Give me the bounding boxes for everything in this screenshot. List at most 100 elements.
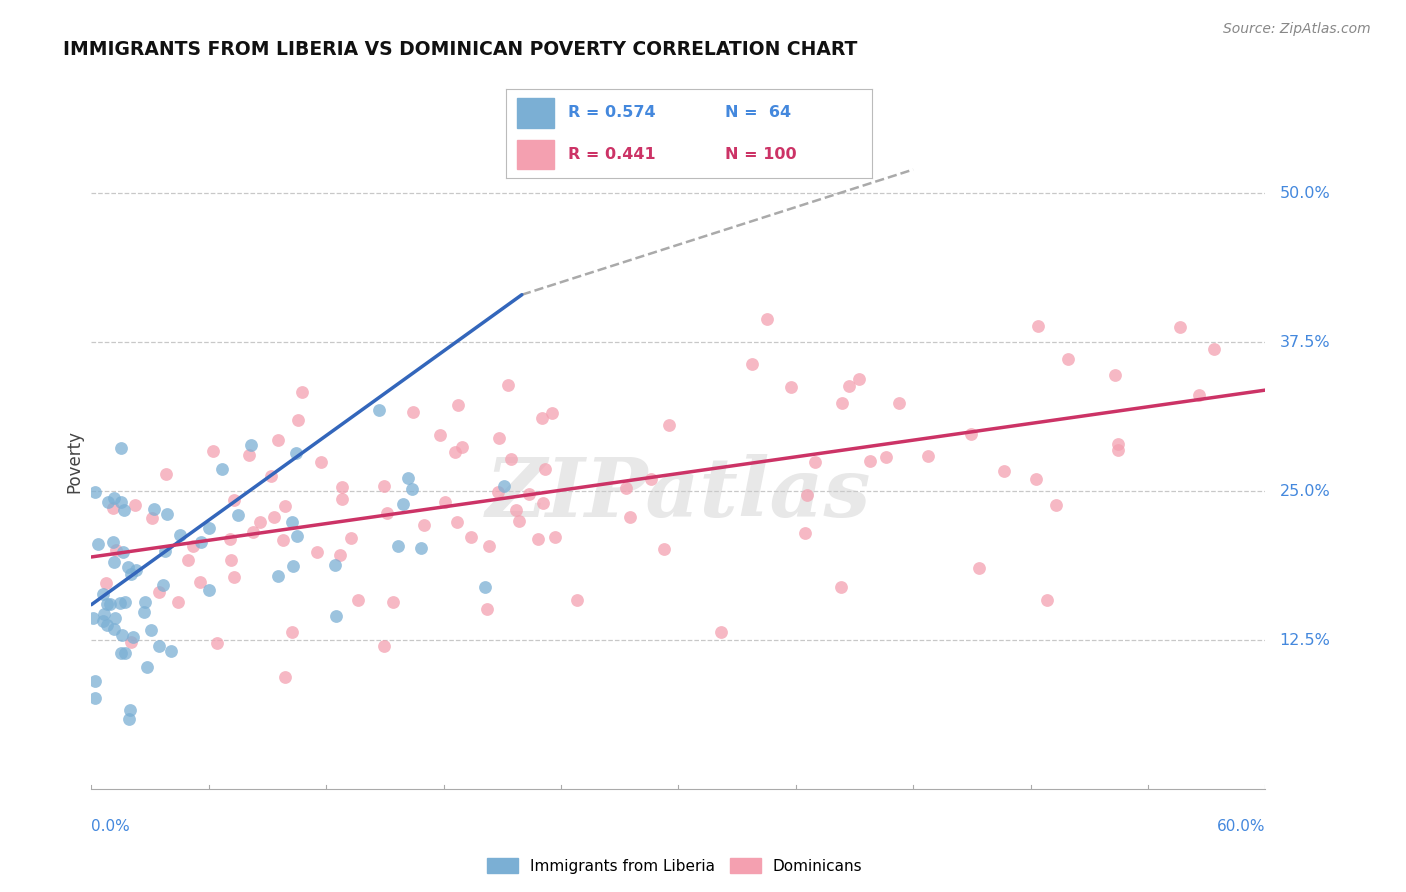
Point: [84, 485, 107, 500]
Point: [104, 610, 127, 624]
Text: 25.0%: 25.0%: [1279, 484, 1330, 499]
Point: [91, 614, 114, 628]
Point: [387, 539, 409, 553]
Point: [446, 515, 468, 529]
Point: [160, 644, 183, 658]
Point: [565, 592, 588, 607]
Point: [848, 372, 870, 386]
Point: [260, 468, 283, 483]
Point: [804, 455, 827, 469]
Text: 60.0%: 60.0%: [1218, 819, 1265, 834]
Point: [240, 437, 263, 451]
Point: [148, 639, 170, 653]
Point: [273, 499, 295, 513]
Point: [103, 555, 125, 569]
Point: [287, 529, 309, 543]
Point: [640, 471, 662, 485]
Point: [114, 594, 136, 608]
Point: [122, 630, 145, 644]
Point: [273, 670, 295, 684]
Point: [508, 514, 530, 528]
Point: [84, 690, 107, 705]
Point: [108, 596, 131, 610]
Point: [114, 646, 136, 660]
Point: [120, 703, 142, 717]
Point: [148, 584, 170, 599]
Point: [486, 484, 509, 499]
Point: [530, 410, 553, 425]
Point: [125, 563, 148, 577]
Point: [793, 525, 815, 540]
Point: [443, 445, 465, 459]
Point: [1056, 352, 1078, 367]
Point: [382, 595, 405, 609]
Point: [201, 444, 224, 458]
Point: [477, 602, 499, 616]
Point: [450, 440, 472, 454]
Point: [474, 580, 496, 594]
Point: [141, 510, 163, 524]
Point: [120, 566, 142, 581]
Point: [325, 609, 347, 624]
Point: [396, 470, 419, 484]
Text: R = 0.441: R = 0.441: [568, 147, 657, 162]
Point: [517, 487, 540, 501]
Point: [307, 545, 329, 559]
Point: [1036, 592, 1059, 607]
Legend: Immigrants from Liberia, Dominicans: Immigrants from Liberia, Dominicans: [481, 852, 869, 880]
Point: [101, 501, 124, 516]
Point: [112, 503, 135, 517]
Point: [614, 481, 637, 495]
Point: [198, 582, 221, 597]
Point: [97, 494, 120, 508]
Point: [373, 639, 395, 653]
Point: [152, 578, 174, 592]
Point: [1204, 342, 1226, 356]
Point: [796, 488, 818, 502]
Point: [82, 611, 104, 625]
Point: [373, 479, 395, 493]
Point: [219, 532, 242, 546]
Point: [330, 492, 353, 507]
Point: [401, 482, 423, 496]
Point: [429, 428, 451, 442]
Point: [267, 568, 290, 582]
Point: [238, 448, 260, 462]
Text: IMMIGRANTS FROM LIBERIA VS DOMINICAN POVERTY CORRELATION CHART: IMMIGRANTS FROM LIBERIA VS DOMINICAN POV…: [63, 40, 858, 59]
Point: [544, 530, 567, 544]
Point: [1026, 318, 1049, 333]
Point: [960, 427, 983, 442]
Point: [340, 531, 363, 545]
Point: [205, 636, 228, 650]
Point: [197, 521, 219, 535]
Point: [488, 431, 510, 445]
Point: [367, 403, 389, 417]
Point: [132, 605, 155, 619]
Point: [838, 379, 860, 393]
Point: [1107, 443, 1129, 458]
Point: [242, 525, 264, 540]
Point: [156, 507, 179, 521]
Point: [1104, 368, 1126, 382]
Point: [889, 396, 911, 410]
Point: [309, 454, 332, 468]
Point: [323, 558, 346, 573]
Point: [993, 464, 1015, 478]
Point: [110, 495, 132, 509]
Point: [111, 627, 134, 641]
Y-axis label: Poverty: Poverty: [65, 430, 83, 493]
Point: [780, 380, 803, 394]
Point: [741, 357, 763, 371]
Point: [710, 624, 733, 639]
Point: [104, 543, 127, 558]
Point: [110, 646, 132, 660]
Point: [249, 515, 271, 529]
Point: [222, 570, 245, 584]
Point: [501, 452, 523, 467]
Point: [87, 537, 110, 551]
Point: [494, 479, 516, 493]
Point: [533, 496, 555, 510]
Point: [876, 450, 898, 464]
Point: [859, 453, 882, 467]
Point: [221, 553, 243, 567]
